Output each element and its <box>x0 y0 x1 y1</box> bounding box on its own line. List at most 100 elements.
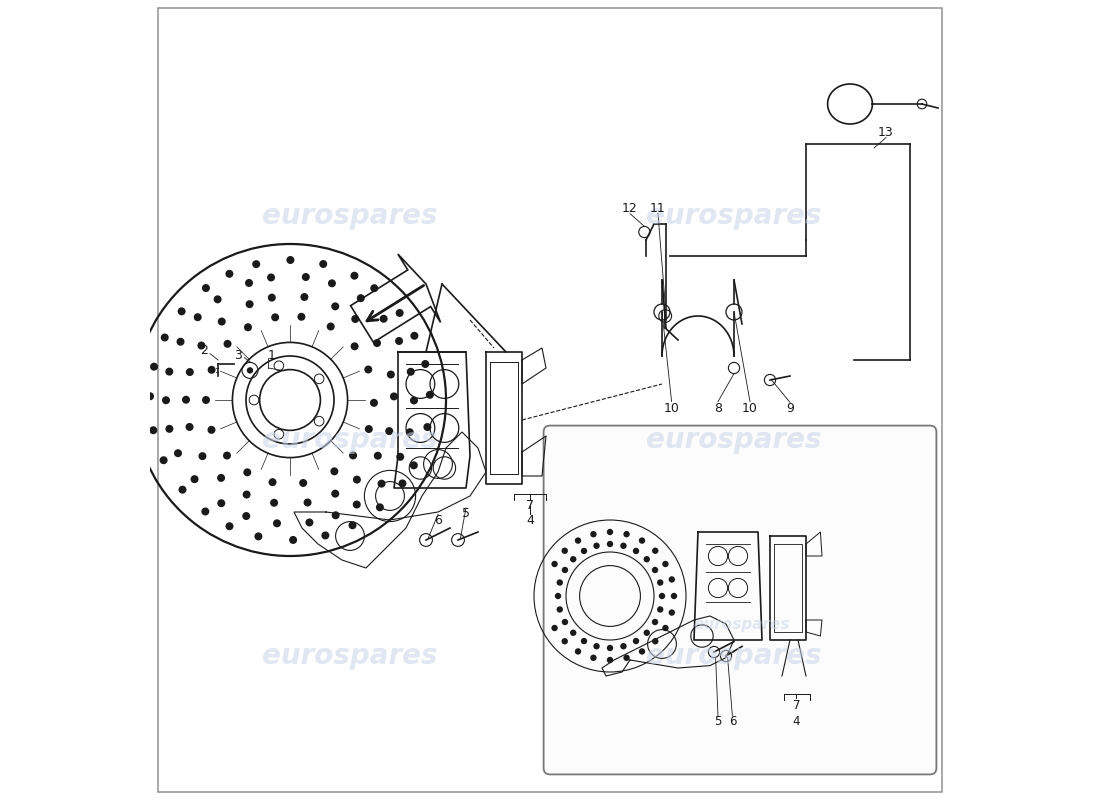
Text: eurospares: eurospares <box>647 642 822 670</box>
Circle shape <box>202 284 210 292</box>
Circle shape <box>410 397 418 405</box>
Circle shape <box>174 450 182 458</box>
Circle shape <box>165 368 174 376</box>
Circle shape <box>557 579 563 586</box>
Circle shape <box>351 272 359 280</box>
Circle shape <box>657 579 663 586</box>
Circle shape <box>652 566 658 574</box>
Circle shape <box>243 490 251 498</box>
Text: 6: 6 <box>728 715 736 728</box>
FancyBboxPatch shape <box>543 426 936 774</box>
Circle shape <box>162 396 170 404</box>
Circle shape <box>374 452 382 460</box>
Circle shape <box>246 367 253 374</box>
Circle shape <box>299 479 307 487</box>
Circle shape <box>644 556 650 562</box>
Circle shape <box>607 645 613 651</box>
Circle shape <box>410 332 418 340</box>
Circle shape <box>424 423 431 431</box>
Circle shape <box>398 479 407 487</box>
Circle shape <box>607 541 613 547</box>
Circle shape <box>554 593 561 599</box>
Text: 7: 7 <box>793 699 800 712</box>
Circle shape <box>300 293 308 301</box>
Circle shape <box>186 423 194 431</box>
Circle shape <box>639 538 646 544</box>
Text: 3: 3 <box>234 349 242 362</box>
Circle shape <box>396 309 404 317</box>
Circle shape <box>364 366 372 374</box>
Circle shape <box>632 638 639 644</box>
Circle shape <box>197 342 206 350</box>
Circle shape <box>575 538 581 544</box>
Circle shape <box>376 503 384 511</box>
Circle shape <box>410 462 418 470</box>
Circle shape <box>226 522 233 530</box>
Circle shape <box>620 643 627 650</box>
Text: eurospares: eurospares <box>647 426 822 454</box>
Circle shape <box>575 648 581 654</box>
Circle shape <box>652 547 659 554</box>
Text: eurospares: eurospares <box>262 426 438 454</box>
Circle shape <box>353 476 361 484</box>
Circle shape <box>652 638 659 645</box>
Circle shape <box>395 337 403 345</box>
Text: 1: 1 <box>267 350 275 362</box>
Circle shape <box>389 393 398 401</box>
Circle shape <box>561 547 568 554</box>
Circle shape <box>351 342 359 350</box>
Circle shape <box>593 643 600 650</box>
Text: eurospares: eurospares <box>262 642 438 670</box>
Circle shape <box>150 362 158 370</box>
Circle shape <box>353 501 361 509</box>
Text: 12: 12 <box>623 202 638 214</box>
Circle shape <box>306 518 313 526</box>
Circle shape <box>202 396 210 404</box>
Circle shape <box>639 648 646 654</box>
Circle shape <box>607 529 613 535</box>
Circle shape <box>591 531 596 538</box>
Circle shape <box>561 638 568 645</box>
Circle shape <box>223 340 231 348</box>
Circle shape <box>373 339 381 347</box>
Circle shape <box>177 307 186 315</box>
Text: 10: 10 <box>742 402 758 414</box>
Circle shape <box>267 274 275 282</box>
Circle shape <box>551 625 558 631</box>
Circle shape <box>349 522 356 530</box>
Circle shape <box>659 593 666 599</box>
Circle shape <box>591 654 596 661</box>
Circle shape <box>182 396 190 404</box>
Circle shape <box>273 519 280 527</box>
Text: 11: 11 <box>650 202 666 214</box>
Text: 10: 10 <box>663 402 680 414</box>
Text: 5: 5 <box>462 507 470 520</box>
Circle shape <box>208 366 216 374</box>
Text: 5: 5 <box>714 715 722 728</box>
Circle shape <box>267 294 276 302</box>
Circle shape <box>243 468 251 476</box>
Circle shape <box>304 498 311 506</box>
Circle shape <box>327 322 334 330</box>
Circle shape <box>624 654 630 661</box>
Circle shape <box>332 511 340 519</box>
Circle shape <box>370 399 378 407</box>
Text: 7: 7 <box>526 499 534 512</box>
Circle shape <box>194 313 201 321</box>
Circle shape <box>146 392 154 400</box>
Circle shape <box>379 314 387 322</box>
Circle shape <box>271 498 278 506</box>
Circle shape <box>245 279 253 287</box>
Circle shape <box>213 295 221 303</box>
Circle shape <box>562 619 569 626</box>
Circle shape <box>242 512 251 520</box>
Text: 8: 8 <box>714 402 722 414</box>
Circle shape <box>570 556 576 562</box>
Circle shape <box>396 453 404 461</box>
Circle shape <box>161 334 168 342</box>
Circle shape <box>286 256 295 264</box>
Circle shape <box>190 475 199 483</box>
Circle shape <box>562 566 569 573</box>
Circle shape <box>387 370 395 378</box>
Circle shape <box>331 490 339 498</box>
